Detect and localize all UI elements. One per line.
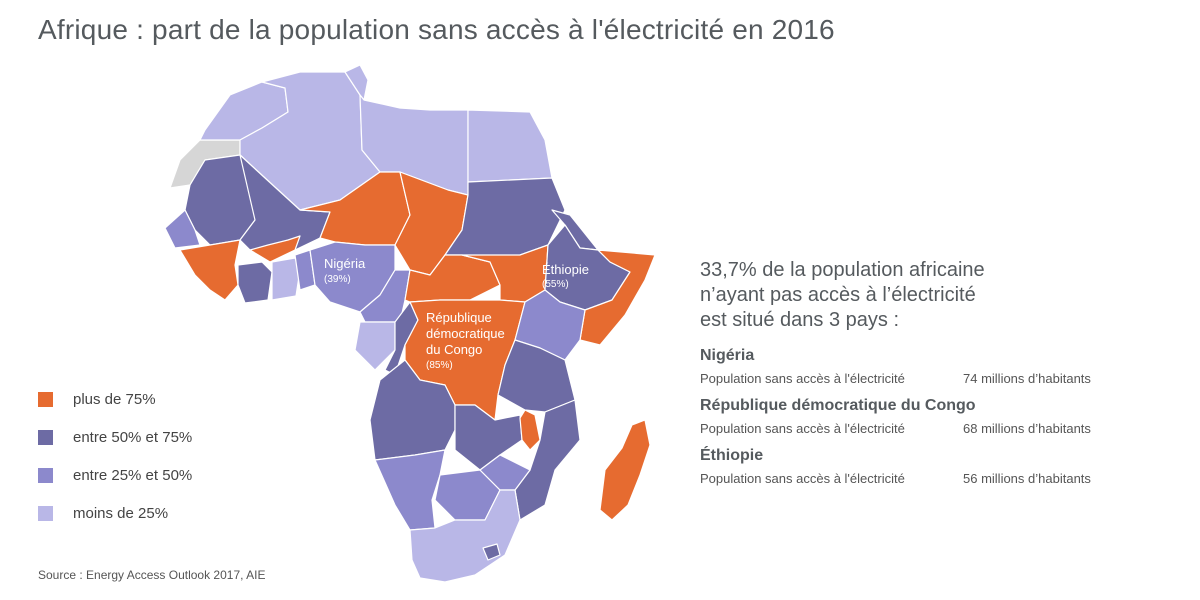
region-ivory-coast: [237, 261, 273, 304]
page-title: Afrique : part de la population sans acc…: [38, 14, 835, 45]
headline-line: 33,7% de la population africaine: [700, 259, 985, 281]
legend: plus de 75% entre 50% et 75% entre 25% e…: [38, 380, 192, 532]
stat-row: Population sans accès à l'électricité 74…: [700, 371, 1170, 386]
country-name: Nigéria: [700, 347, 755, 364]
legend-item-50-75: entre 50% et 75%: [38, 418, 192, 456]
source-note: Source : Energy Access Outlook 2017, AIE: [38, 568, 266, 582]
map-label-ethiopie: Éthiopie: [542, 262, 589, 277]
country-block-rdc: République démocratique du Congo Populat…: [700, 397, 1170, 436]
map-label-nigeria-pct: (39%): [324, 274, 351, 285]
stat-value: 68 millions d’habitants: [963, 421, 1091, 436]
region-gabon: [354, 321, 396, 371]
stat-row: Population sans accès à l'électricité 68…: [700, 421, 1170, 436]
region-mozambique: [514, 399, 581, 521]
region-madagascar: [599, 419, 651, 521]
map-label-rdc-line1: République: [426, 310, 492, 325]
country-block-nigeria: Nigéria Population sans accès à l'électr…: [700, 347, 1170, 386]
legend-swatch: [38, 429, 53, 445]
info-panel: 33,7% de la population africaine n’ayant…: [700, 258, 1170, 497]
stat-value: 56 millions d’habitants: [963, 471, 1091, 486]
region-malawi: [519, 409, 541, 451]
region-guinea: [179, 239, 241, 301]
legend-item-25-50: entre 25% et 50%: [38, 456, 192, 494]
region-tunisia: [344, 64, 369, 101]
region-senegal: [164, 209, 201, 249]
legend-label: entre 50% et 75%: [73, 428, 193, 446]
region-zambia: [454, 404, 523, 471]
panel-headline: 33,7% de la population africaine n’ayant…: [700, 258, 1170, 333]
legend-swatch: [38, 505, 53, 521]
region-ghana: [271, 257, 301, 301]
legend-swatch: [38, 467, 53, 483]
region-egypt: [467, 109, 553, 183]
map-label-ethiopie-pct: (55%): [542, 279, 569, 290]
legend-label: entre 25% et 50%: [73, 466, 193, 484]
country-block-ethiopie: Éthiopie Population sans accès à l'élect…: [700, 447, 1170, 486]
headline-line: n’ayant pas accès à l’électricité: [700, 284, 976, 306]
stat-row: Population sans accès à l'électricité 56…: [700, 471, 1170, 486]
map-label-nigeria: Nigéria: [324, 256, 366, 271]
region-namibia: [374, 449, 446, 531]
map-label-rdc-line3: du Congo: [426, 342, 482, 357]
legend-label: plus de 75%: [73, 390, 156, 408]
legend-item-plus-75: plus de 75%: [38, 380, 192, 418]
stat-label: Population sans accès à l'électricité: [700, 421, 905, 436]
map-label-rdc-pct: (85%): [426, 360, 453, 371]
region-burkina: [249, 235, 301, 263]
region-lesotho: [482, 543, 501, 561]
headline-line: est situé dans 3 pays :: [700, 309, 900, 331]
country-name: République démocratique du Congo: [700, 397, 976, 414]
legend-swatch: [38, 391, 53, 407]
region-zimbabwe: [479, 454, 531, 491]
legend-item-moins-25: moins de 25%: [38, 494, 192, 532]
country-name: Éthiopie: [700, 447, 764, 464]
map-label-rdc-line2: démocratique: [426, 326, 505, 341]
stat-label: Population sans accès à l'électricité: [700, 371, 905, 386]
region-south-africa: [409, 489, 521, 583]
legend-label: moins de 25%: [73, 504, 169, 522]
stat-value: 74 millions d’habitants: [963, 371, 1091, 386]
stat-label: Population sans accès à l'électricité: [700, 471, 905, 486]
